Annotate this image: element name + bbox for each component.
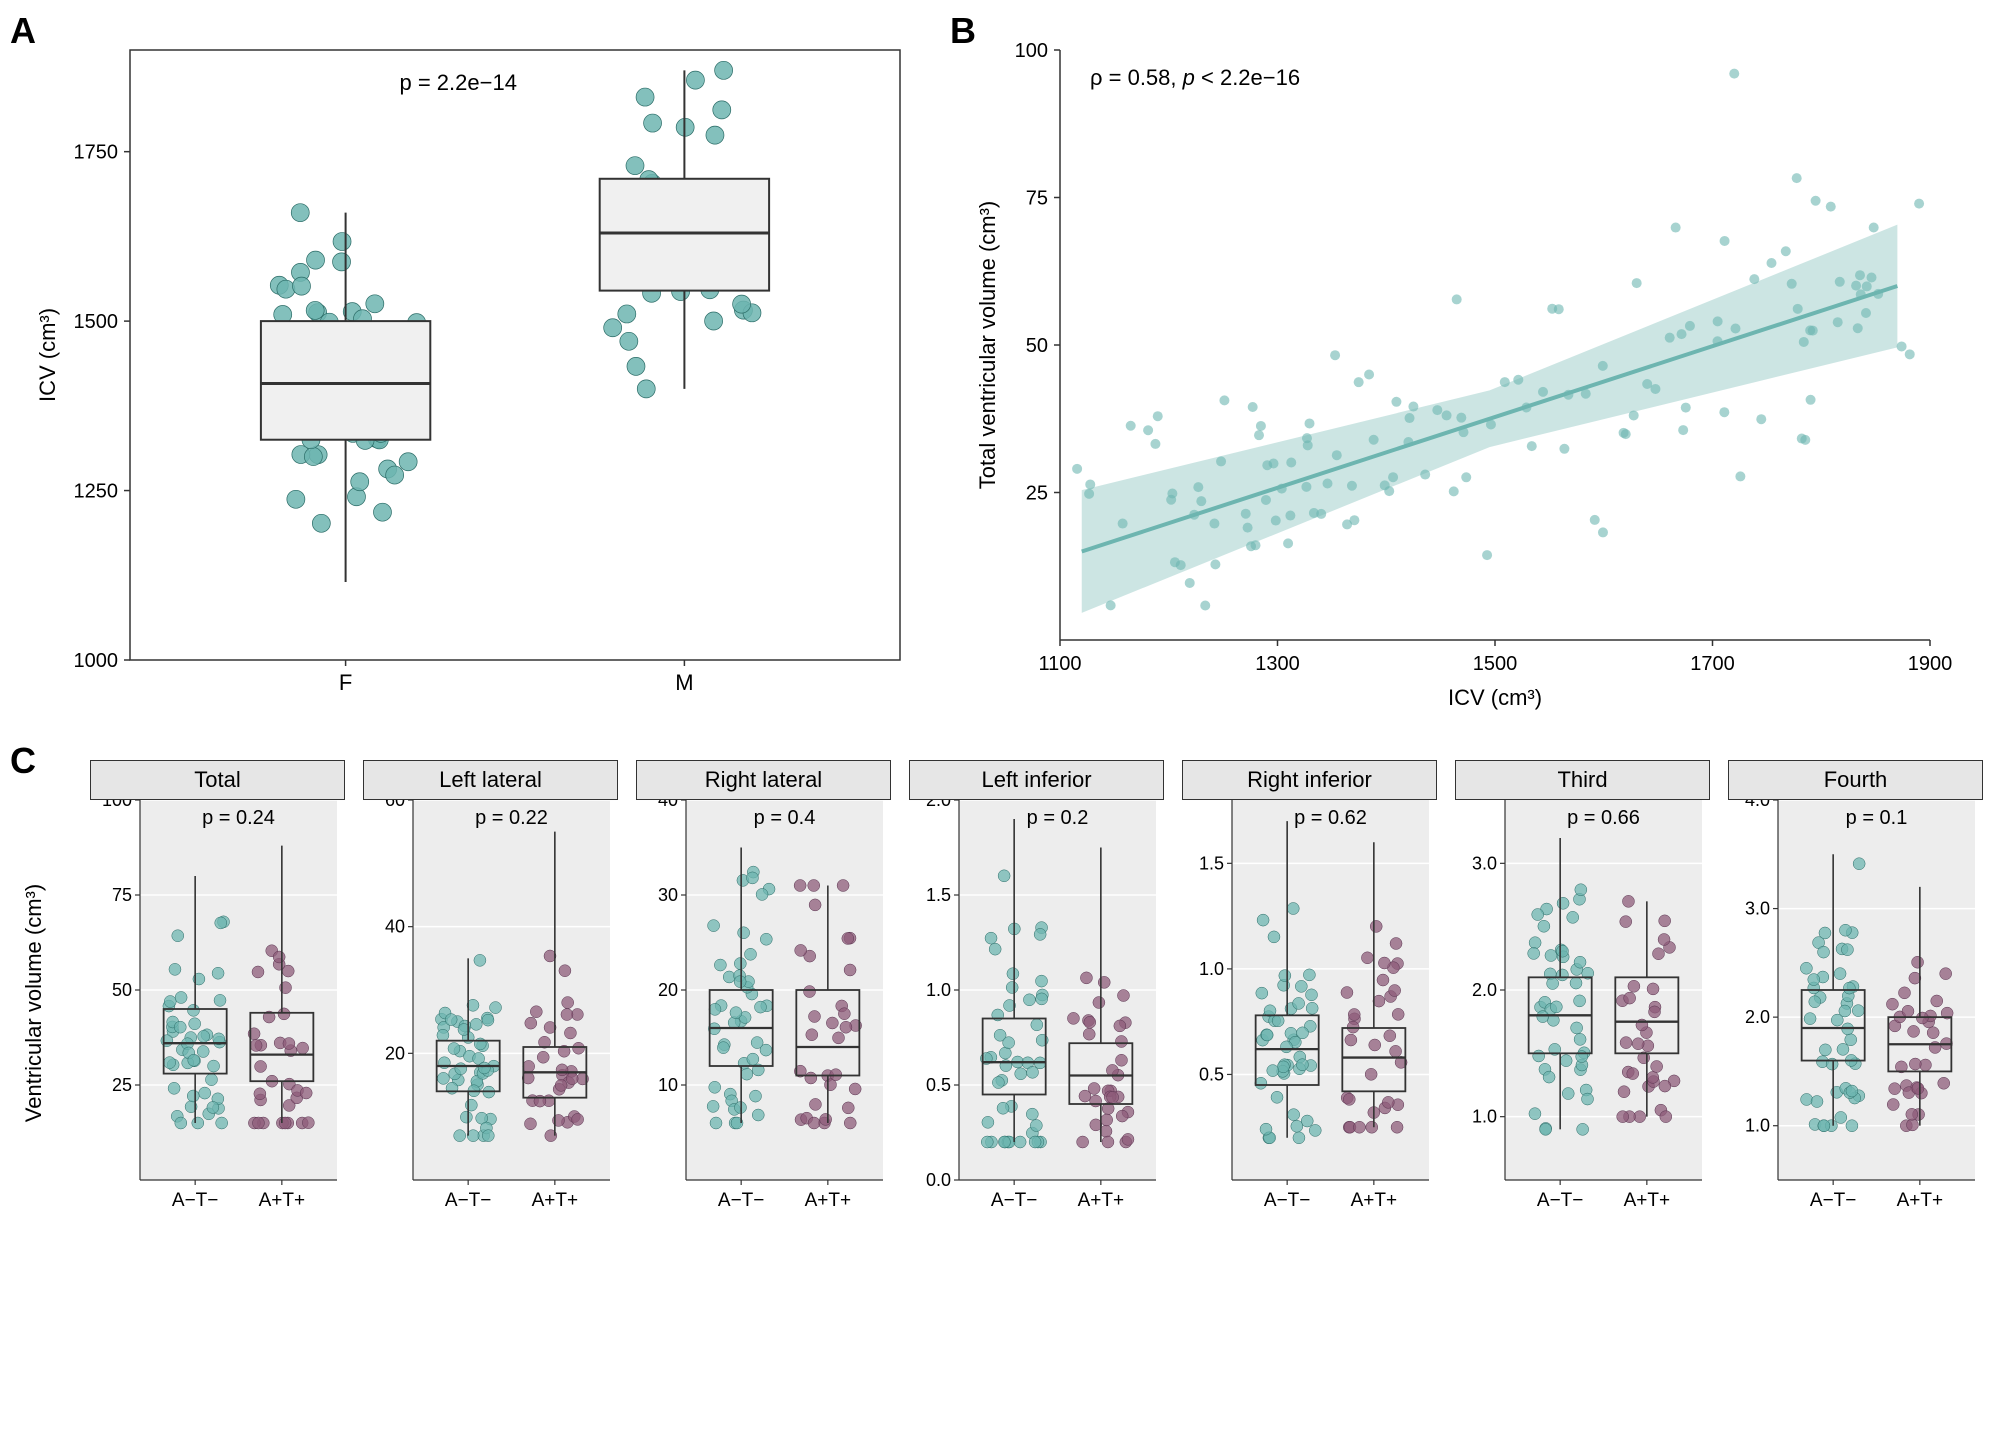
svg-text:A−T−: A−T−: [1810, 1190, 1856, 1211]
svg-text:1.5: 1.5: [926, 885, 951, 905]
svg-text:1.0: 1.0: [926, 980, 951, 1000]
svg-text:A+T+: A+T+: [1351, 1190, 1397, 1211]
svg-text:ρ = 0.58, p < 2.2e−16: ρ = 0.58, p < 2.2e−16: [1090, 65, 1300, 90]
svg-text:20: 20: [385, 1043, 405, 1063]
cpanel-title: Fourth: [1728, 760, 1983, 800]
cpanel-5: Third 1.0 2.0 3.0 A−T− A+T+ p = 0.66: [1455, 760, 1710, 1235]
svg-text:p = 2.2e−14: p = 2.2e−14: [400, 70, 517, 95]
svg-text:0.5: 0.5: [1199, 1064, 1224, 1084]
svg-text:2.0: 2.0: [1472, 980, 1497, 1000]
cpanel-4: Right inferior 0.5 1.0 1.5 A−T− A+T+ p = 0.62: [1182, 760, 1437, 1235]
svg-text:1500: 1500: [1473, 653, 1518, 675]
panel-a-label: A: [10, 10, 36, 52]
svg-text:p = 0.2: p = 0.2: [1027, 807, 1089, 829]
svg-text:A+T+: A+T+: [1624, 1190, 1670, 1211]
panel-b-chart: 1100 1300 1500 1700 1900 25 50 75 100 Total ventr…: [960, 20, 1960, 720]
svg-text:3.0: 3.0: [1745, 899, 1770, 919]
cpanel-title: Left lateral: [363, 760, 618, 800]
svg-text:1100: 1100: [1038, 653, 1081, 675]
top-row: A 1000125015001750ICV (cm³)FMp = 2.2e−14…: [20, 20, 1988, 720]
svg-text:2.0: 2.0: [926, 800, 951, 810]
svg-text:A−T−: A−T−: [1264, 1190, 1310, 1211]
svg-text:1750: 1750: [74, 142, 119, 164]
svg-text:1.0: 1.0: [1472, 1107, 1497, 1127]
svg-text:1500: 1500: [74, 311, 119, 333]
svg-text:A+T+: A+T+: [1897, 1190, 1943, 1211]
cpanel-chart: 25 50 75 100 A−T− A+T+ p = 0.24: [90, 800, 345, 1230]
svg-text:A−T−: A−T−: [991, 1190, 1037, 1211]
svg-text:100: 100: [102, 800, 132, 810]
panel-c: C Ventricular volume (cm³) Total25507510…: [20, 760, 1988, 1235]
svg-text:1300: 1300: [1255, 653, 1300, 675]
svg-text:1250: 1250: [74, 481, 119, 503]
cpanel-title: Third: [1455, 760, 1710, 800]
cpanel-1: Left lateral 20 40 60 A−T− A+T+ p = 0.22: [363, 760, 618, 1235]
svg-text:1900: 1900: [1908, 653, 1953, 675]
svg-text:A−T−: A−T−: [172, 1190, 218, 1211]
cpanel-title: Right inferior: [1182, 760, 1437, 800]
cpanel-chart: 1.0 2.0 3.0 4.0 A−T− A+T+ p = 0.1: [1728, 800, 1983, 1230]
cpanel-title: Left inferior: [909, 760, 1164, 800]
svg-text:A+T+: A+T+: [259, 1190, 305, 1211]
figure-container: A 1000125015001750ICV (cm³)FMp = 2.2e−14…: [20, 20, 1988, 1235]
svg-text:F: F: [339, 670, 352, 695]
cpanel-3: Left inferior 0.0 0.5 1.0 1.5 2.0 A−T− A+T+ p = …: [909, 760, 1164, 1235]
svg-text:A−T−: A−T−: [445, 1190, 491, 1211]
svg-text:0.5: 0.5: [926, 1075, 951, 1095]
svg-text:0.0: 0.0: [926, 1170, 951, 1190]
cpanel-chart: 0.5 1.0 1.5 A−T− A+T+ p = 0.62: [1182, 800, 1437, 1230]
svg-text:1.5: 1.5: [1199, 853, 1224, 873]
svg-text:p = 0.22: p = 0.22: [475, 807, 548, 829]
svg-text:100: 100: [1015, 40, 1048, 62]
cpanel-chart: 1.0 2.0 3.0 A−T− A+T+ p = 0.66: [1455, 800, 1710, 1230]
svg-text:25: 25: [1026, 483, 1048, 505]
svg-text:75: 75: [1026, 188, 1048, 210]
svg-text:50: 50: [112, 980, 132, 1000]
panel-a: A 1000125015001750ICV (cm³)FMp = 2.2e−14: [20, 20, 920, 720]
svg-text:4.0: 4.0: [1745, 800, 1770, 810]
svg-text:1.0: 1.0: [1745, 1116, 1770, 1136]
cpanel-chart: 10 20 30 40 A−T− A+T+ p = 0.4: [636, 800, 891, 1230]
svg-text:A+T+: A+T+: [805, 1190, 851, 1211]
svg-text:p = 0.24: p = 0.24: [202, 807, 275, 829]
svg-text:A−T−: A−T−: [1537, 1190, 1583, 1211]
svg-text:3.0: 3.0: [1472, 853, 1497, 873]
cpanel-2: Right lateral 10 20 30 40 A−T− A+T+ p = 0.4: [636, 760, 891, 1235]
panel-a-chart: 1000 1250 1500 1750 ICV (cm³) F Mp = 2.2e−14: [20, 20, 920, 720]
svg-text:ICV (cm³): ICV (cm³): [35, 308, 60, 402]
cpanel-chart: 0.0 0.5 1.0 1.5 2.0 A−T− A+T+ p = 0.2: [909, 800, 1164, 1230]
svg-text:p = 0.4: p = 0.4: [754, 807, 816, 829]
svg-text:50: 50: [1026, 335, 1048, 357]
svg-text:75: 75: [112, 885, 132, 905]
svg-text:25: 25: [112, 1075, 132, 1095]
svg-text:20: 20: [658, 980, 678, 1000]
cpanel-chart: 20 40 60 A−T− A+T+ p = 0.22: [363, 800, 618, 1230]
cpanel-title: Right lateral: [636, 760, 891, 800]
svg-text:p = 0.66: p = 0.66: [1567, 807, 1640, 829]
svg-text:40: 40: [658, 800, 678, 810]
svg-text:40: 40: [385, 917, 405, 937]
svg-text:2.0: 2.0: [1745, 1007, 1770, 1027]
svg-text:A−T−: A−T−: [718, 1190, 764, 1211]
panel-b: B 11001300150017001900255075100Total ven…: [960, 20, 1960, 720]
svg-text:30: 30: [658, 885, 678, 905]
cpanel-title: Total: [90, 760, 345, 800]
svg-text:M: M: [675, 670, 693, 695]
panel-b-label: B: [950, 10, 976, 52]
cpanel-6: Fourth 1.0 2.0 3.0 4.0 A−T− A+T+ p = 0.1: [1728, 760, 1983, 1235]
svg-text:Total ventricular volume (cm³): Total ventricular volume (cm³): [975, 201, 1000, 490]
svg-text:60: 60: [385, 800, 405, 810]
svg-text:1700: 1700: [1690, 653, 1735, 675]
svg-text:A+T+: A+T+: [532, 1190, 578, 1211]
svg-text:ICV (cm³): ICV (cm³): [1448, 685, 1542, 710]
svg-text:10: 10: [658, 1075, 678, 1095]
svg-text:1.0: 1.0: [1199, 959, 1224, 979]
cpanel-0: Total 25 50 75 100 A−T− A+T+ p = 0.24: [90, 760, 345, 1235]
panel-c-row: Total 25 50 75 100 A−T− A+T+ p = 0.24 Left later…: [20, 760, 1988, 1235]
svg-text:A+T+: A+T+: [1078, 1190, 1124, 1211]
svg-text:p = 0.1: p = 0.1: [1846, 807, 1908, 829]
svg-text:1000: 1000: [74, 650, 119, 672]
svg-text:p = 0.62: p = 0.62: [1294, 807, 1367, 829]
